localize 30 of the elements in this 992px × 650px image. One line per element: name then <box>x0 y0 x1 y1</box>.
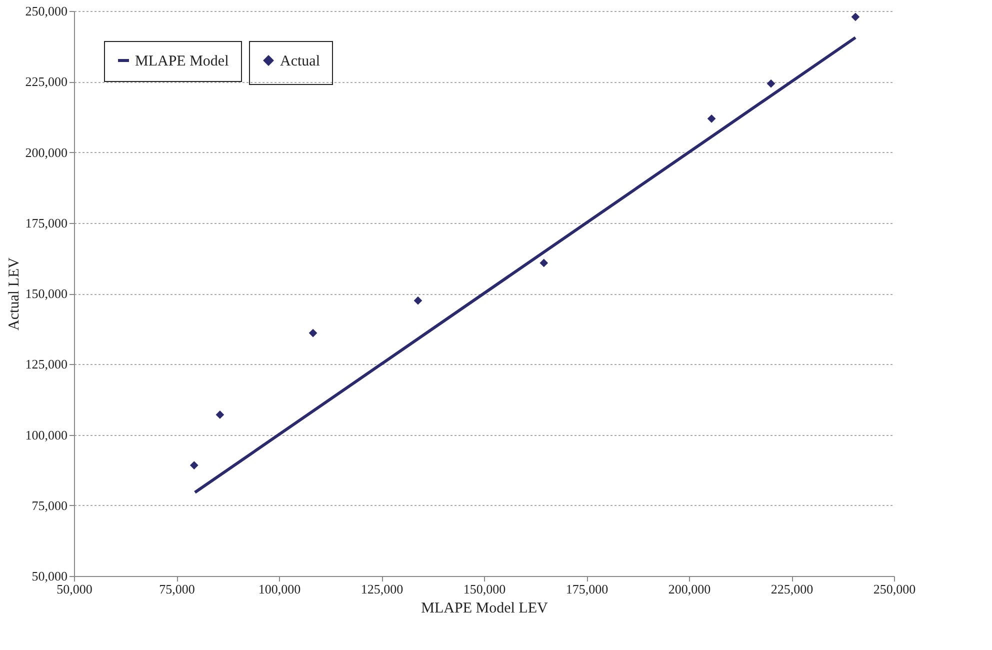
x-tick-label: 100,000 <box>258 582 301 596</box>
point <box>707 114 716 123</box>
y-axis-title: Actual LEV <box>6 257 22 330</box>
point <box>308 328 318 338</box>
y-tick-label: 50,000 <box>32 568 68 584</box>
y-tick-label: 125,000 <box>25 356 68 372</box>
legend-label: Actual <box>280 54 320 70</box>
point <box>540 258 548 268</box>
y-tick-label: 75,000 <box>32 498 68 513</box>
x-axis-title: MLAPE Model LEV <box>421 600 548 616</box>
y-tick-label: 250,000 <box>25 4 68 18</box>
x-tick-label: 175,000 <box>566 582 608 596</box>
point <box>216 410 224 419</box>
y-tick-label: 100,000 <box>25 427 68 442</box>
x-tick-label: 75,000 <box>159 582 195 596</box>
y-tick-label: 200,000 <box>25 144 68 160</box>
y-tick-label: 225,000 <box>25 74 68 90</box>
x-tick-label: 125,000 <box>360 582 404 596</box>
y-tick-label: 175,000 <box>25 215 68 230</box>
x-tick-label: 225,000 <box>770 582 814 596</box>
x-tick-label: 200,000 <box>668 582 711 596</box>
point <box>766 79 776 88</box>
x-tick-label: 50,000 <box>56 582 92 596</box>
point <box>190 461 198 470</box>
y-tick-label: 150,000 <box>25 286 68 301</box>
x-tick-label: 150,000 <box>463 582 506 596</box>
x-tick-label: 250,000 <box>873 582 916 596</box>
point <box>414 296 422 305</box>
point <box>851 12 860 22</box>
legend-label: MLAPE Model <box>135 54 229 70</box>
